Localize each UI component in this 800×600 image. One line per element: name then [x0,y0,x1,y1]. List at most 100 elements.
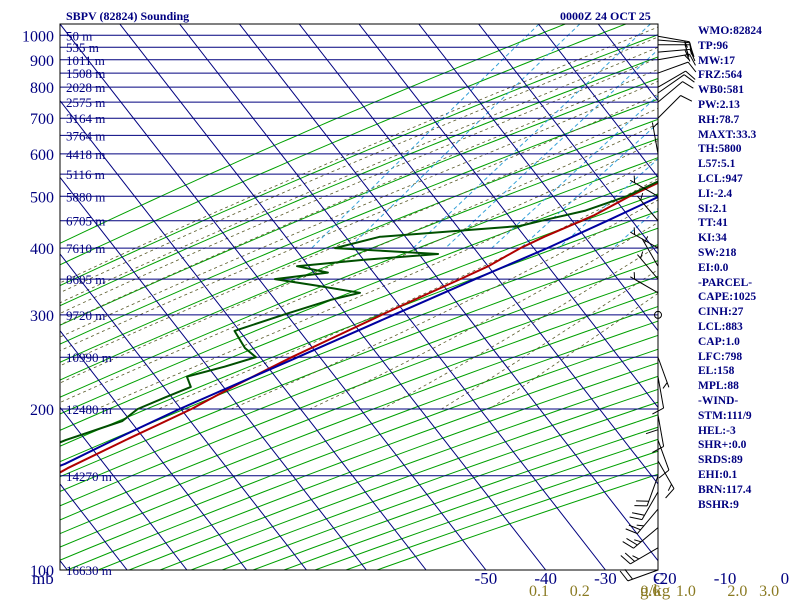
isotherm-line [60,24,487,570]
height-label: 7610 m [66,241,105,256]
sounding-index-item: KI:34 [698,232,727,245]
wind-barb [657,53,696,66]
isobars [60,34,658,571]
wind-barb-staff [630,276,659,294]
dry-adiabat-line [60,193,658,431]
height-label: 535 m [66,40,99,55]
wind-barb-feather [689,53,696,66]
pressure-tick-label: 100 [30,563,54,580]
dry-adiabat-line [60,56,658,307]
pressure-tick-label: 400 [30,241,54,258]
wind-barb-feather [680,95,693,102]
sounding-index-item: TH:5800 [698,143,742,156]
wind-barb-feather [689,49,696,62]
height-label: 12480 m [66,402,112,417]
sounding-index-item: BSHR:9 [698,498,739,511]
sounding-index-item: SHR+:0.0 [698,439,747,452]
wind-barb-feather [662,382,668,389]
sounding-index-item: BRN:117.4 [698,483,752,496]
isotherm-line [538,24,658,179]
wind-barb-feather [636,524,644,527]
sounding-index-item: TT:41 [698,217,728,230]
wind-barb-feather [624,552,635,562]
dry-adiabat-line [60,210,658,447]
dry-adiabat-line [60,77,658,326]
wind-barb-staff [657,95,681,119]
wind-barb-staff [627,569,659,582]
dry-adiabat-line [60,244,658,478]
temperature-tick-label: -50 [475,569,498,588]
height-label: 6705 m [66,214,105,229]
wind-barb-feather [667,483,672,491]
sounding-index-item: SW:218 [698,246,737,259]
mixing-ratio-lines [311,24,658,249]
mixing-ratio-label: 0.6 [640,583,660,600]
wind-barb [637,251,659,280]
moist-adiabats [60,26,658,410]
pressure-tick-label: 1000 [22,28,54,45]
sounding-index-item: PW:2.13 [698,98,740,111]
sounding-index-item: LCL:883 [698,320,743,333]
isotherm-line [60,406,188,570]
height-label: 50 m [66,28,92,43]
moist-adiabat-line [60,140,658,403]
wind-barb-feather [685,70,696,80]
dry-adiabat-line [60,334,658,561]
wind-barb-feather [632,555,640,560]
wind-barb-feather [658,469,670,479]
sounding-index-item: -WIND- [698,394,739,407]
dry-adiabat-line [60,227,658,463]
wind-barb-feather [628,524,641,531]
sounding-index-item: LCL:947 [698,172,743,185]
dry-adiabat-line [98,362,658,570]
wind-barb-feather [629,516,643,521]
wind-barb-staff [657,357,670,388]
wind-barb-feather [619,570,629,582]
wind-barb [630,227,659,249]
axis-labels: 0.10.20.61.02.03.05.010.020.030.040.0-50… [22,28,789,600]
wind-barb [657,81,694,103]
wind-barb-feather [626,537,638,546]
wind-barb-staff [630,179,659,197]
sounding-index-item: LI:-2.4 [698,187,733,200]
dry-adiabat-line [60,291,658,521]
sounding-index-item: SI:2.1 [698,202,728,215]
isotherms [60,24,658,570]
dry-adiabat-line [60,275,658,507]
sounding-index-panel: WMO:82824 TP:96 MW:17 FRZ:564 WB0:581 PW:2.13… [698,24,798,512]
mixing-ratio-line [412,24,651,249]
mixing-ratio-line [445,49,658,249]
wind-barb [657,460,675,499]
isotherm-line [358,24,658,409]
wind-barb-feather [624,568,633,580]
isotherm-line [239,24,658,562]
dry-adiabat-line [60,260,658,492]
wind-barb [619,568,659,582]
dewpoint-trace [60,180,658,444]
sounding-index-item: MPL:88 [698,380,739,393]
moist-adiabat-line [309,221,658,410]
wind-barb-staff [657,53,690,61]
wind-barbs [619,35,697,582]
sounding-index-item: WMO:82824 [698,25,762,37]
moist-adiabat-line [382,245,658,410]
wind-barb-staff [657,460,675,489]
moist-adiabat-line [60,107,658,367]
wind-barb-feather [644,236,649,244]
mixing-ratio-label: 0.1 [529,583,549,600]
moist-adiabat-line [60,80,658,338]
mixing-ratio-line [491,94,658,249]
moist-adiabat-line [60,57,658,314]
height-label: 9720 m [66,308,105,323]
isotherm-line [418,24,658,332]
wind-barb-staff [657,48,690,53]
temperature-tick-label: -40 [534,569,557,588]
wind-barb-staff [657,414,665,447]
temperature-tick-label: -30 [594,569,617,588]
sounding-index-item: MW:17 [698,54,736,67]
pressure-tick-label: 800 [30,80,54,97]
height-label: 16630 m [66,563,112,578]
mixing-ratio-line [311,24,540,249]
mixing-ratio-label: 3.0 [759,583,779,600]
wind-barb-staff [657,39,690,44]
